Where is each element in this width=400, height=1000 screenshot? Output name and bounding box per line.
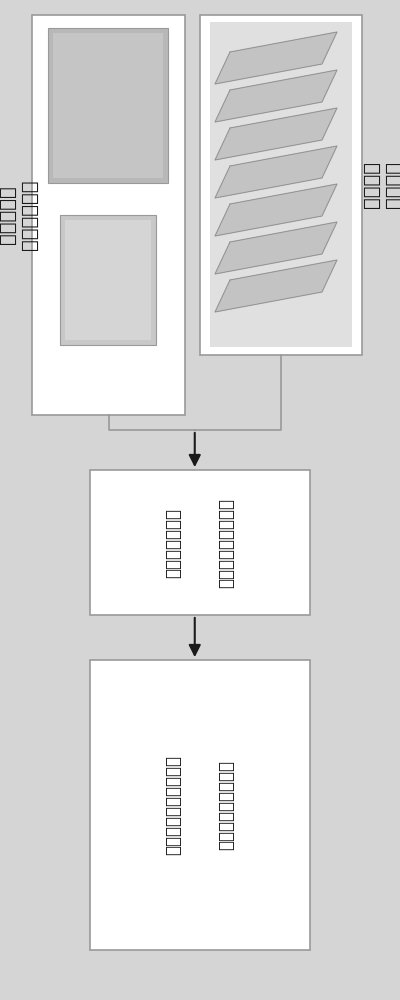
Polygon shape: [215, 32, 337, 84]
Polygon shape: [215, 146, 337, 198]
Polygon shape: [215, 260, 337, 312]
Bar: [200, 15, 362, 355]
Bar: [65, 220, 151, 340]
Bar: [90, 470, 310, 615]
Text: 草莓与蜜蜂复合设施: 草莓与蜜蜂复合设施: [218, 760, 235, 850]
Text: 多源异构传感器信号: 多源异构传感器信号: [218, 497, 235, 587]
Text: 蜜蜂与草莓
监测信息获取: 蜜蜂与草莓 监测信息获取: [0, 180, 38, 250]
Text: 采集与处理系统: 采集与处理系统: [165, 508, 182, 578]
Polygon shape: [215, 222, 337, 274]
Polygon shape: [215, 108, 337, 160]
Text: 生长环境
监测系统: 生长环境 监测系统: [362, 161, 400, 209]
Bar: [90, 660, 310, 950]
Bar: [32, 15, 185, 415]
Polygon shape: [215, 70, 337, 122]
Bar: [53, 33, 163, 178]
Text: 生态环境智能构建方法: 生态环境智能构建方法: [165, 755, 182, 855]
Bar: [210, 22, 352, 347]
Polygon shape: [215, 184, 337, 236]
Bar: [48, 28, 168, 183]
Bar: [60, 215, 156, 345]
